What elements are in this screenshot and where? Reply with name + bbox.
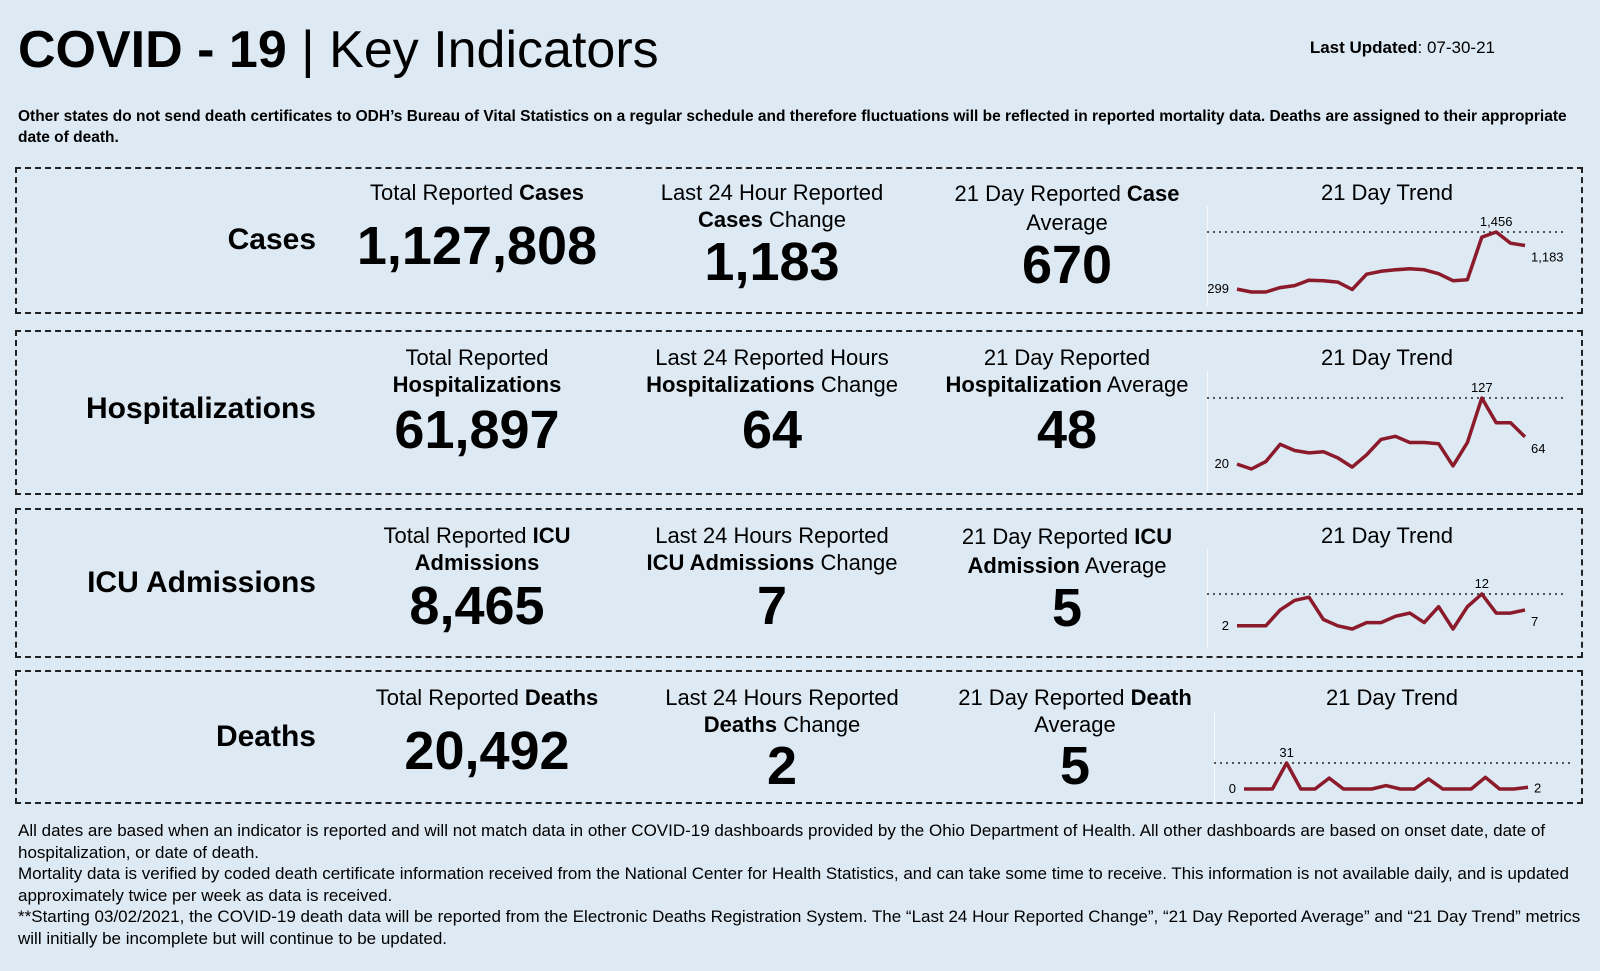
cases-total: Total Reported Cases 1,127,808 [317, 179, 637, 276]
cases-panel: Cases Total Reported Cases 1,127,808 Las… [15, 167, 1583, 314]
page-title: COVID - 19 | Key Indicators [18, 18, 659, 82]
deaths-panel: Deaths Total Reported Deaths 20,492 Last… [15, 670, 1583, 804]
trend-last-label: 1,183 [1531, 249, 1564, 264]
hospitalizations-change-value: 64 [741, 400, 803, 460]
cases-total-label: Total Reported Cases [369, 180, 585, 205]
deaths-change-label: Last 24 Hours Reported Deaths Change [665, 685, 899, 737]
hospitalizations-trend-chart: 21 Day Trend 20 127 64 [1207, 344, 1567, 491]
hospitalizations-total-value: 61,897 [394, 400, 560, 460]
cases-trend-chart: 21 Day Trend 299 1,456 1,183 [1207, 179, 1567, 306]
footer-notes: All dates are based when an indicator is… [18, 820, 1588, 950]
icu-total-label: Total Reported ICU Admissions [383, 523, 571, 575]
trend-peak-label: 12 [1475, 576, 1489, 591]
trend-first-label: 20 [1215, 456, 1229, 471]
last-updated: Last Updated: 07-30-21 [1310, 38, 1495, 58]
mortality-note: Other states do not send death certifica… [18, 108, 1567, 146]
deaths-average: 21 Day Reported Death Average 5 [910, 684, 1240, 796]
hospitalizations-average-label: 21 Day Reported Hospitalization Average [945, 345, 1189, 397]
trend-first-label: 299 [1207, 281, 1229, 296]
title-rest: Key Indicators [329, 21, 659, 79]
footer-note-2: Mortality data is verified by coded deat… [18, 864, 1569, 905]
deaths-trend-chart: 21 Day Trend 0 31 2 [1214, 684, 1570, 803]
deaths-row-label: Deaths [215, 720, 316, 753]
hospitalizations-row-label: Hospitalizations [85, 392, 316, 425]
cases-trend-title: 21 Day Trend [1320, 180, 1454, 205]
last-updated-value: : 07-30-21 [1417, 38, 1496, 57]
hospitalizations-average: 21 Day Reported Hospitalization Average 4… [902, 344, 1232, 460]
trend-line [1236, 396, 1527, 471]
icu-panel: ICU Admissions Total Reported ICU Admissi… [15, 508, 1583, 658]
deaths-change-value: 2 [766, 736, 798, 796]
cases-change-value: 1,183 [704, 232, 840, 292]
trend-peak-label: 1,456 [1480, 214, 1513, 229]
footer-note-1: All dates are based when an indicator is… [18, 821, 1546, 862]
icu-average-value: 5 [1051, 578, 1083, 638]
cases-row-label: Cases [227, 223, 316, 256]
icu-average-label: 21 Day Reported ICU Admission Average [961, 524, 1173, 578]
trend-last-label: 2 [1534, 780, 1541, 795]
icu-trend-title: 21 Day Trend [1320, 523, 1454, 548]
title-sep: | [286, 21, 330, 79]
title-bold: COVID - 19 [18, 21, 287, 79]
page-header: COVID - 19 | Key Indicators [18, 18, 659, 82]
trend-first-label: 0 [1229, 781, 1236, 796]
deaths-total-value: 20,492 [404, 721, 570, 781]
icu-change-value: 7 [756, 576, 788, 636]
hospitalizations-change-label: Last 24 Reported Hours Hospitalizations C… [646, 345, 898, 397]
deaths-total: Total Reported Deaths 20,492 [327, 684, 647, 781]
deaths-change: Last 24 Hours Reported Deaths Change 2 [617, 684, 947, 796]
trend-peak-label: 127 [1471, 380, 1493, 395]
hospitalizations-total-label: Total Reported Hospitalizations [392, 345, 562, 397]
icu-row-label: ICU Admissions [87, 566, 316, 599]
icu-average: 21 Day Reported ICU Admission Average 5 [902, 522, 1232, 638]
cases-change: Last 24 Hour Reported Cases Change 1,183 [607, 179, 937, 292]
hospitalizations-average-value: 48 [1036, 400, 1098, 460]
last-updated-label: Last Updated [1309, 38, 1418, 57]
trend-line [1237, 592, 1526, 631]
cases-average-label: 21 Day Reported Case Average [954, 181, 1180, 235]
icu-total-value: 8,465 [409, 576, 545, 636]
trend-peak-label: 31 [1279, 745, 1293, 760]
trend-line [1236, 230, 1526, 294]
icu-trend-chart: 21 Day Trend 2 12 7 [1207, 522, 1567, 649]
deaths-trend-title: 21 Day Trend [1325, 685, 1459, 710]
deaths-total-label: Total Reported Deaths [375, 685, 599, 710]
deaths-average-label: 21 Day Reported Death Average [958, 685, 1192, 737]
hospitalizations-trend-title: 21 Day Trend [1320, 345, 1454, 370]
hospitalizations-panel: Hospitalizations Total Reported Hospitali… [15, 330, 1583, 495]
icu-change: Last 24 Hours Reported ICU Admissions Cha… [607, 522, 937, 636]
trend-line [1244, 761, 1529, 791]
footer-note-3: **Starting 03/02/2021, the COVID-19 deat… [18, 907, 1581, 948]
cases-change-label: Last 24 Hour Reported Cases Change [660, 180, 884, 232]
trend-last-label: 64 [1531, 441, 1545, 456]
icu-change-label: Last 24 Hours Reported ICU Admissions Cha… [646, 523, 898, 575]
cases-average: 21 Day Reported Case Average 670 [902, 179, 1232, 295]
hospitalizations-total: Total Reported Hospitalizations 61,897 [317, 344, 637, 460]
trend-last-label: 7 [1531, 614, 1538, 629]
trend-first-label: 2 [1222, 618, 1229, 633]
hospitalizations-change: Last 24 Reported Hours Hospitalizations C… [607, 344, 937, 460]
icu-total: Total Reported ICU Admissions 8,465 [317, 522, 637, 636]
cases-average-value: 670 [1021, 235, 1113, 295]
cases-total-value: 1,127,808 [356, 216, 598, 276]
deaths-average-value: 5 [1059, 736, 1091, 796]
